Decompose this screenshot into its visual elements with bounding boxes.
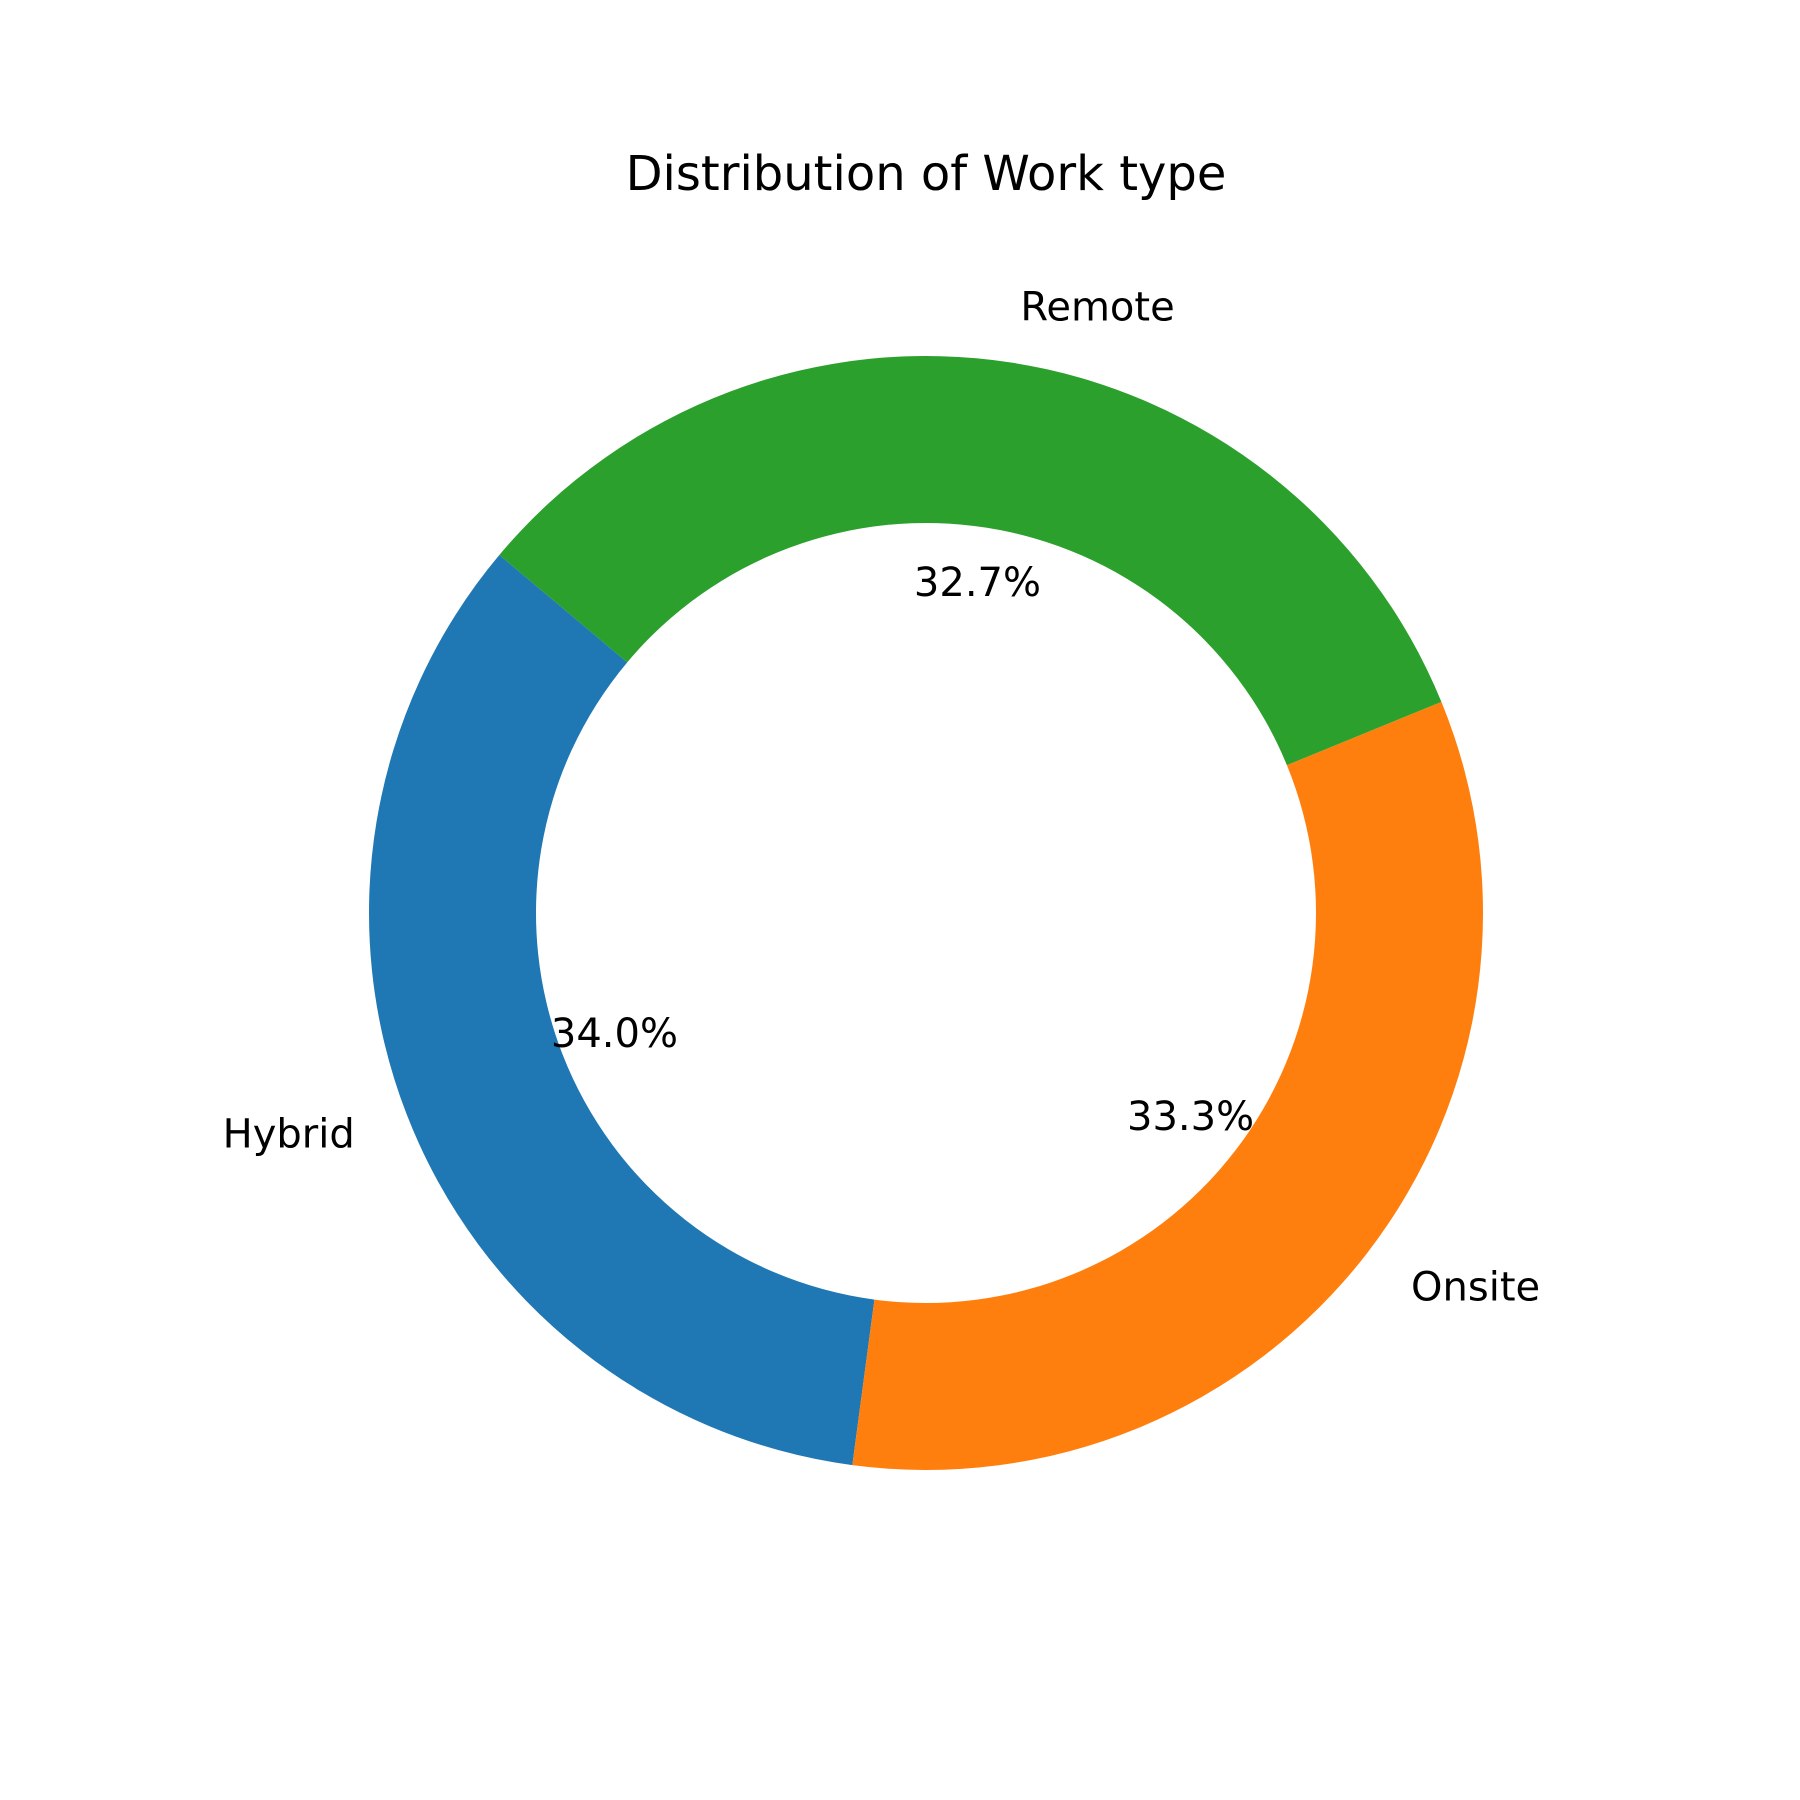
slice-label-hybrid: Hybrid: [223, 1112, 355, 1158]
slices-group: [368, 356, 1483, 1471]
slice-label-onsite: Onsite: [1411, 1264, 1540, 1310]
chart-title: Distribution of Work type: [626, 146, 1227, 202]
slice-onsite: [852, 701, 1483, 1471]
labels-group: Hybrid 34.0% Onsite 33.3% Remote 32.7%: [223, 285, 1540, 1311]
slice-label-remote: Remote: [1020, 285, 1174, 331]
pct-label-onsite: 33.3%: [1127, 1094, 1254, 1140]
pct-label-hybrid: 34.0%: [551, 1011, 678, 1057]
slice-hybrid: [368, 554, 875, 1466]
slice-remote: [499, 356, 1442, 766]
pct-label-remote: 32.7%: [914, 560, 1041, 606]
